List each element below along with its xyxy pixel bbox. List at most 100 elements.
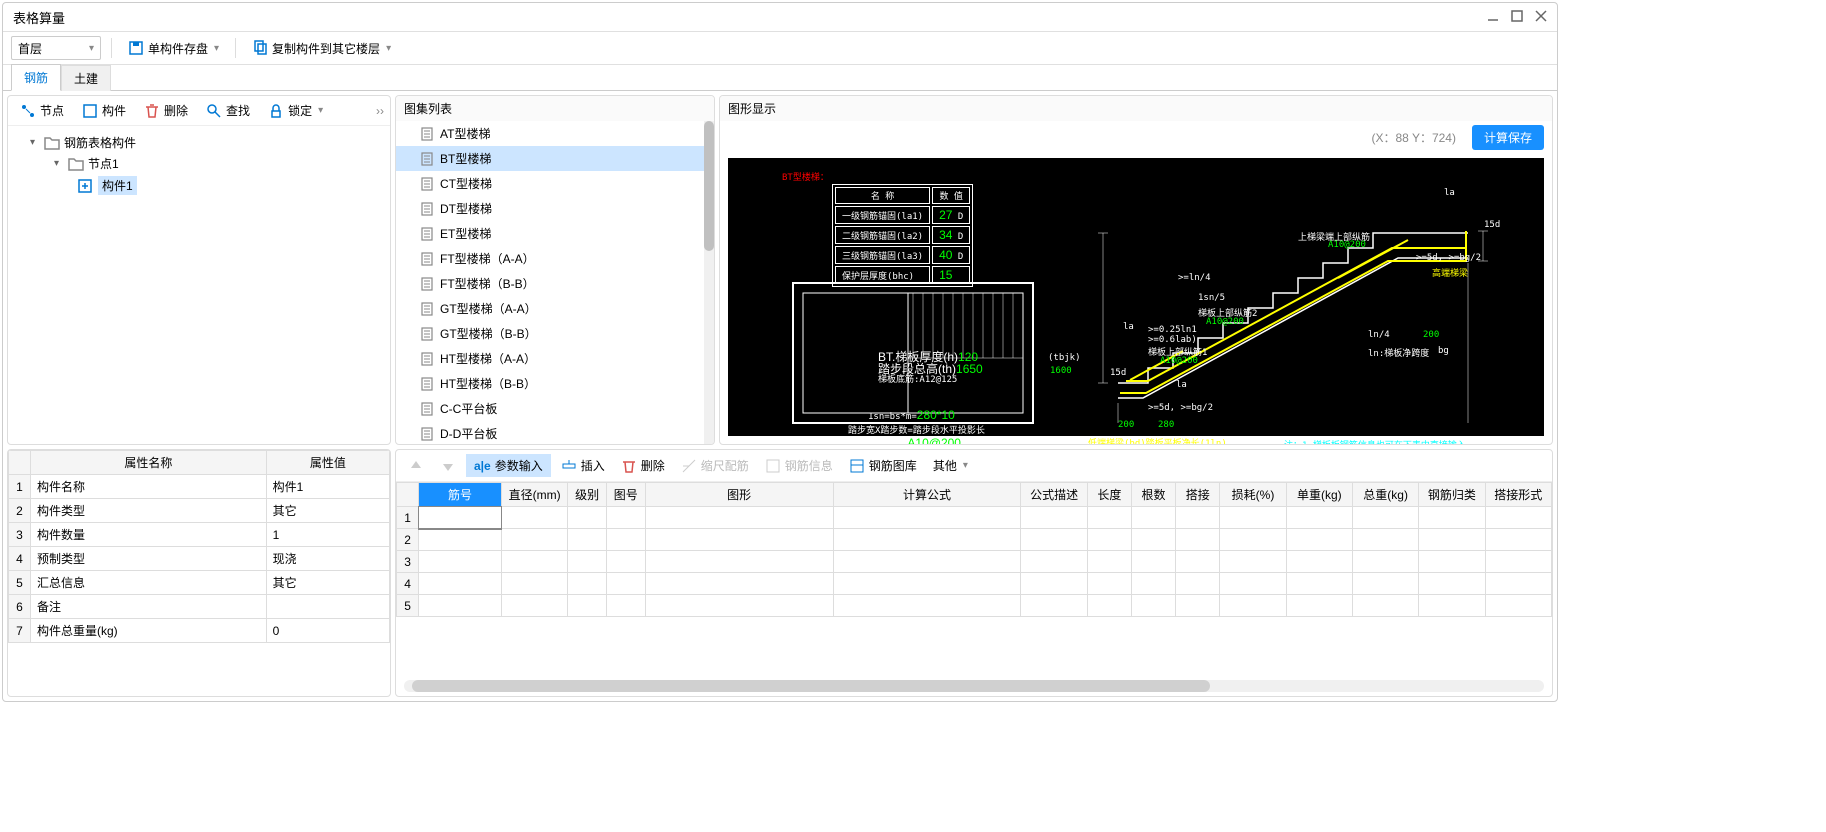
component-button[interactable]: 构件 xyxy=(76,100,132,121)
data-row[interactable]: 1 xyxy=(397,507,1552,529)
data-cell[interactable] xyxy=(1419,551,1485,573)
data-cell[interactable] xyxy=(833,573,1021,595)
property-row[interactable]: 7构件总重量(kg)0 xyxy=(9,619,390,643)
scrollbar[interactable] xyxy=(704,121,714,445)
other-button[interactable]: 其他▾ xyxy=(927,455,974,476)
data-cell[interactable] xyxy=(1352,573,1418,595)
column-header[interactable]: 筋号 xyxy=(419,483,502,507)
tree-component1[interactable]: 构件1 xyxy=(14,174,384,197)
atlas-item[interactable]: GT型楼梯（B-B） xyxy=(396,321,704,346)
property-row[interactable]: 1构件名称构件1 xyxy=(9,475,390,499)
data-cell[interactable] xyxy=(568,529,607,551)
floor-selector[interactable]: 首层 ▾ xyxy=(11,36,101,60)
data-cell[interactable] xyxy=(645,507,833,529)
atlas-item[interactable]: BT型楼梯 xyxy=(396,146,704,171)
data-cell[interactable] xyxy=(1352,551,1418,573)
data-cell[interactable] xyxy=(1485,551,1551,573)
data-cell[interactable] xyxy=(1131,507,1175,529)
column-header[interactable]: 图号 xyxy=(606,483,645,507)
data-cell[interactable] xyxy=(1286,529,1352,551)
data-cell[interactable] xyxy=(1352,529,1418,551)
param-input-button[interactable]: a|e参数输入 xyxy=(466,454,551,477)
data-cell[interactable] xyxy=(568,551,607,573)
atlas-item[interactable]: FT型楼梯（A-A） xyxy=(396,246,704,271)
tab-steel[interactable]: 钢筋 xyxy=(11,64,61,91)
data-cell[interactable] xyxy=(1021,507,1087,529)
column-header[interactable]: 直径(mm) xyxy=(501,483,567,507)
data-cell[interactable] xyxy=(1176,507,1220,529)
search-button[interactable]: 查找 xyxy=(200,100,256,121)
data-cell[interactable] xyxy=(1352,507,1418,529)
data-cell[interactable] xyxy=(568,507,607,529)
data-cell[interactable] xyxy=(645,595,833,617)
data-cell[interactable] xyxy=(1485,573,1551,595)
atlas-item[interactable]: DT型楼梯 xyxy=(396,196,704,221)
calc-save-button[interactable]: 计算保存 xyxy=(1472,125,1544,150)
atlas-item[interactable]: ET型楼梯 xyxy=(396,221,704,246)
atlas-item[interactable]: HT型楼梯（A-A） xyxy=(396,346,704,371)
data-cell[interactable] xyxy=(1176,551,1220,573)
column-header[interactable]: 钢筋归类 xyxy=(1419,483,1485,507)
data-cell[interactable] xyxy=(1021,573,1087,595)
prop-value[interactable]: 其它 xyxy=(266,499,389,523)
column-header[interactable]: 级别 xyxy=(568,483,607,507)
data-cell[interactable] xyxy=(568,595,607,617)
data-cell[interactable] xyxy=(1176,529,1220,551)
column-header[interactable]: 总重(kg) xyxy=(1352,483,1418,507)
data-cell[interactable] xyxy=(1286,595,1352,617)
tree-node1[interactable]: ▾ 节点1 xyxy=(14,153,384,174)
data-cell[interactable] xyxy=(1176,595,1220,617)
data-cell[interactable] xyxy=(606,529,645,551)
data-cell[interactable] xyxy=(1419,595,1485,617)
data-cell[interactable] xyxy=(501,595,567,617)
cad-canvas[interactable]: BT型楼梯： xyxy=(728,158,1544,436)
data-cell[interactable] xyxy=(1419,573,1485,595)
data-cell[interactable] xyxy=(1220,529,1286,551)
data-cell[interactable] xyxy=(419,595,502,617)
data-cell[interactable] xyxy=(1021,595,1087,617)
data-cell[interactable] xyxy=(1352,595,1418,617)
data-cell[interactable] xyxy=(501,551,567,573)
horizontal-scrollbar[interactable] xyxy=(404,680,1544,692)
prop-value[interactable]: 构件1 xyxy=(266,475,389,499)
data-cell[interactable] xyxy=(419,573,502,595)
atlas-item[interactable]: CT型楼梯 xyxy=(396,171,704,196)
data-cell[interactable] xyxy=(1176,573,1220,595)
atlas-item[interactable]: AT型楼梯 xyxy=(396,121,704,146)
data-cell[interactable] xyxy=(1131,595,1175,617)
data-row[interactable]: 5 xyxy=(397,595,1552,617)
data-cell[interactable] xyxy=(1131,573,1175,595)
property-row[interactable]: 6备注 xyxy=(9,595,390,619)
data-cell[interactable] xyxy=(1286,573,1352,595)
data-cell[interactable] xyxy=(1220,551,1286,573)
data-cell[interactable] xyxy=(606,595,645,617)
property-row[interactable]: 3构件数量1 xyxy=(9,523,390,547)
data-cell[interactable] xyxy=(501,507,567,529)
property-row[interactable]: 4预制类型现浇 xyxy=(9,547,390,571)
column-header[interactable]: 单重(kg) xyxy=(1286,483,1352,507)
data-cell[interactable] xyxy=(833,507,1021,529)
data-cell[interactable] xyxy=(645,573,833,595)
delete-row-button[interactable]: 删除 xyxy=(615,455,671,476)
data-cell[interactable] xyxy=(1220,507,1286,529)
data-cell[interactable] xyxy=(1131,529,1175,551)
data-row[interactable]: 2 xyxy=(397,529,1552,551)
data-cell[interactable] xyxy=(1131,551,1175,573)
save-single-button[interactable]: 单构件存盘 ▾ xyxy=(122,38,225,59)
column-header[interactable]: 计算公式 xyxy=(833,483,1021,507)
data-cell[interactable] xyxy=(419,529,502,551)
more-icon[interactable]: ›› xyxy=(376,104,384,118)
property-row[interactable]: 2构件类型其它 xyxy=(9,499,390,523)
data-cell[interactable] xyxy=(568,573,607,595)
data-cell[interactable] xyxy=(419,551,502,573)
column-header[interactable]: 根数 xyxy=(1131,483,1175,507)
data-cell[interactable] xyxy=(1485,529,1551,551)
column-header[interactable]: 图形 xyxy=(645,483,833,507)
collapse-icon[interactable]: ▾ xyxy=(30,137,40,148)
data-cell[interactable] xyxy=(501,573,567,595)
data-cell[interactable] xyxy=(1087,573,1131,595)
atlas-item[interactable]: FT型楼梯（B-B） xyxy=(396,271,704,296)
data-cell[interactable] xyxy=(1220,595,1286,617)
data-cell[interactable] xyxy=(645,529,833,551)
data-cell[interactable] xyxy=(1419,507,1485,529)
